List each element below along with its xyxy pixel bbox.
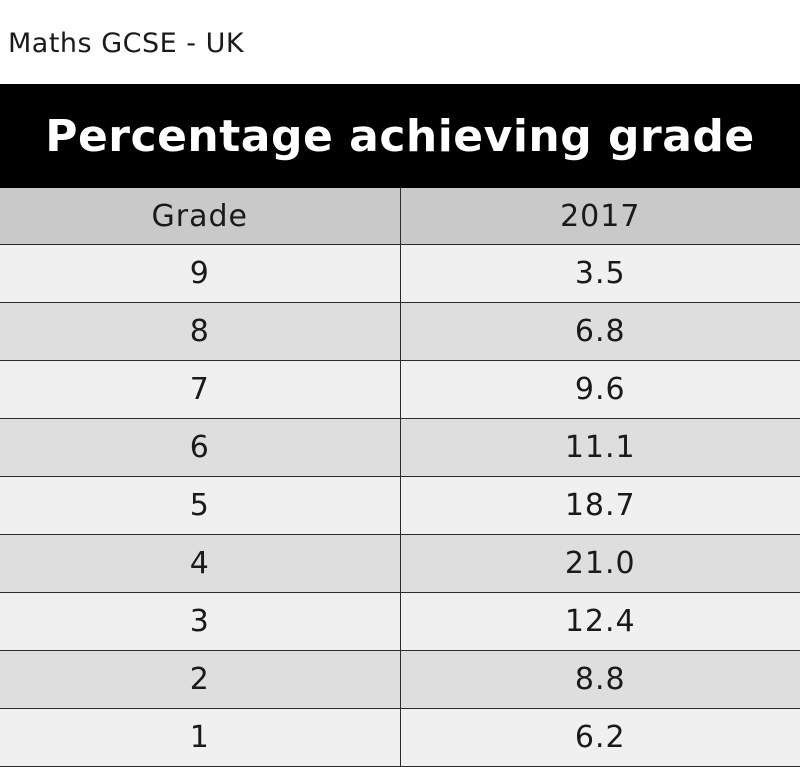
cell-percentage: 21.0 xyxy=(400,534,800,593)
cell-percentage: 9.6 xyxy=(400,360,800,419)
cell-percentage: 11.1 xyxy=(400,418,800,477)
table-title: Percentage achieving grade xyxy=(0,84,800,188)
cell-grade: 1 xyxy=(0,708,401,767)
table-row: 5 18.7 xyxy=(0,476,800,535)
table-row: 8 6.8 xyxy=(0,302,800,361)
table-body: 9 3.5 8 6.8 7 9.6 6 11.1 5 18.7 4 21.0 3 12.4 2 8.8 1 6.2 xyxy=(0,244,800,767)
column-header-row: Grade 2017 xyxy=(0,188,800,245)
cell-percentage: 12.4 xyxy=(400,592,800,651)
cell-grade: 9 xyxy=(0,244,401,303)
cell-grade: 2 xyxy=(0,650,401,709)
page-title: Maths GCSE - UK xyxy=(8,28,245,59)
table-row: 9 3.5 xyxy=(0,244,800,303)
cell-percentage: 8.8 xyxy=(400,650,800,709)
table-row: 3 12.4 xyxy=(0,592,800,651)
cell-grade: 4 xyxy=(0,534,401,593)
table-row: 4 21.0 xyxy=(0,534,800,593)
cell-percentage: 18.7 xyxy=(400,476,800,535)
column-header-year: 2017 xyxy=(400,188,800,245)
cell-grade: 6 xyxy=(0,418,401,477)
table-row: 7 9.6 xyxy=(0,360,800,419)
cell-grade: 5 xyxy=(0,476,401,535)
table-row: 6 11.1 xyxy=(0,418,800,477)
data-table: Grade 2017 9 3.5 8 6.8 7 9.6 6 11.1 5 18.7 4 21.0 3 1… xyxy=(0,188,800,767)
table-row: 1 6.2 xyxy=(0,708,800,767)
table-row: 2 8.8 xyxy=(0,650,800,709)
cell-percentage: 6.2 xyxy=(400,708,800,767)
cell-grade: 8 xyxy=(0,302,401,361)
cell-percentage: 6.8 xyxy=(400,302,800,361)
cell-grade: 7 xyxy=(0,360,401,419)
column-header-grade: Grade xyxy=(0,188,401,245)
cell-grade: 3 xyxy=(0,592,401,651)
cell-percentage: 3.5 xyxy=(400,244,800,303)
